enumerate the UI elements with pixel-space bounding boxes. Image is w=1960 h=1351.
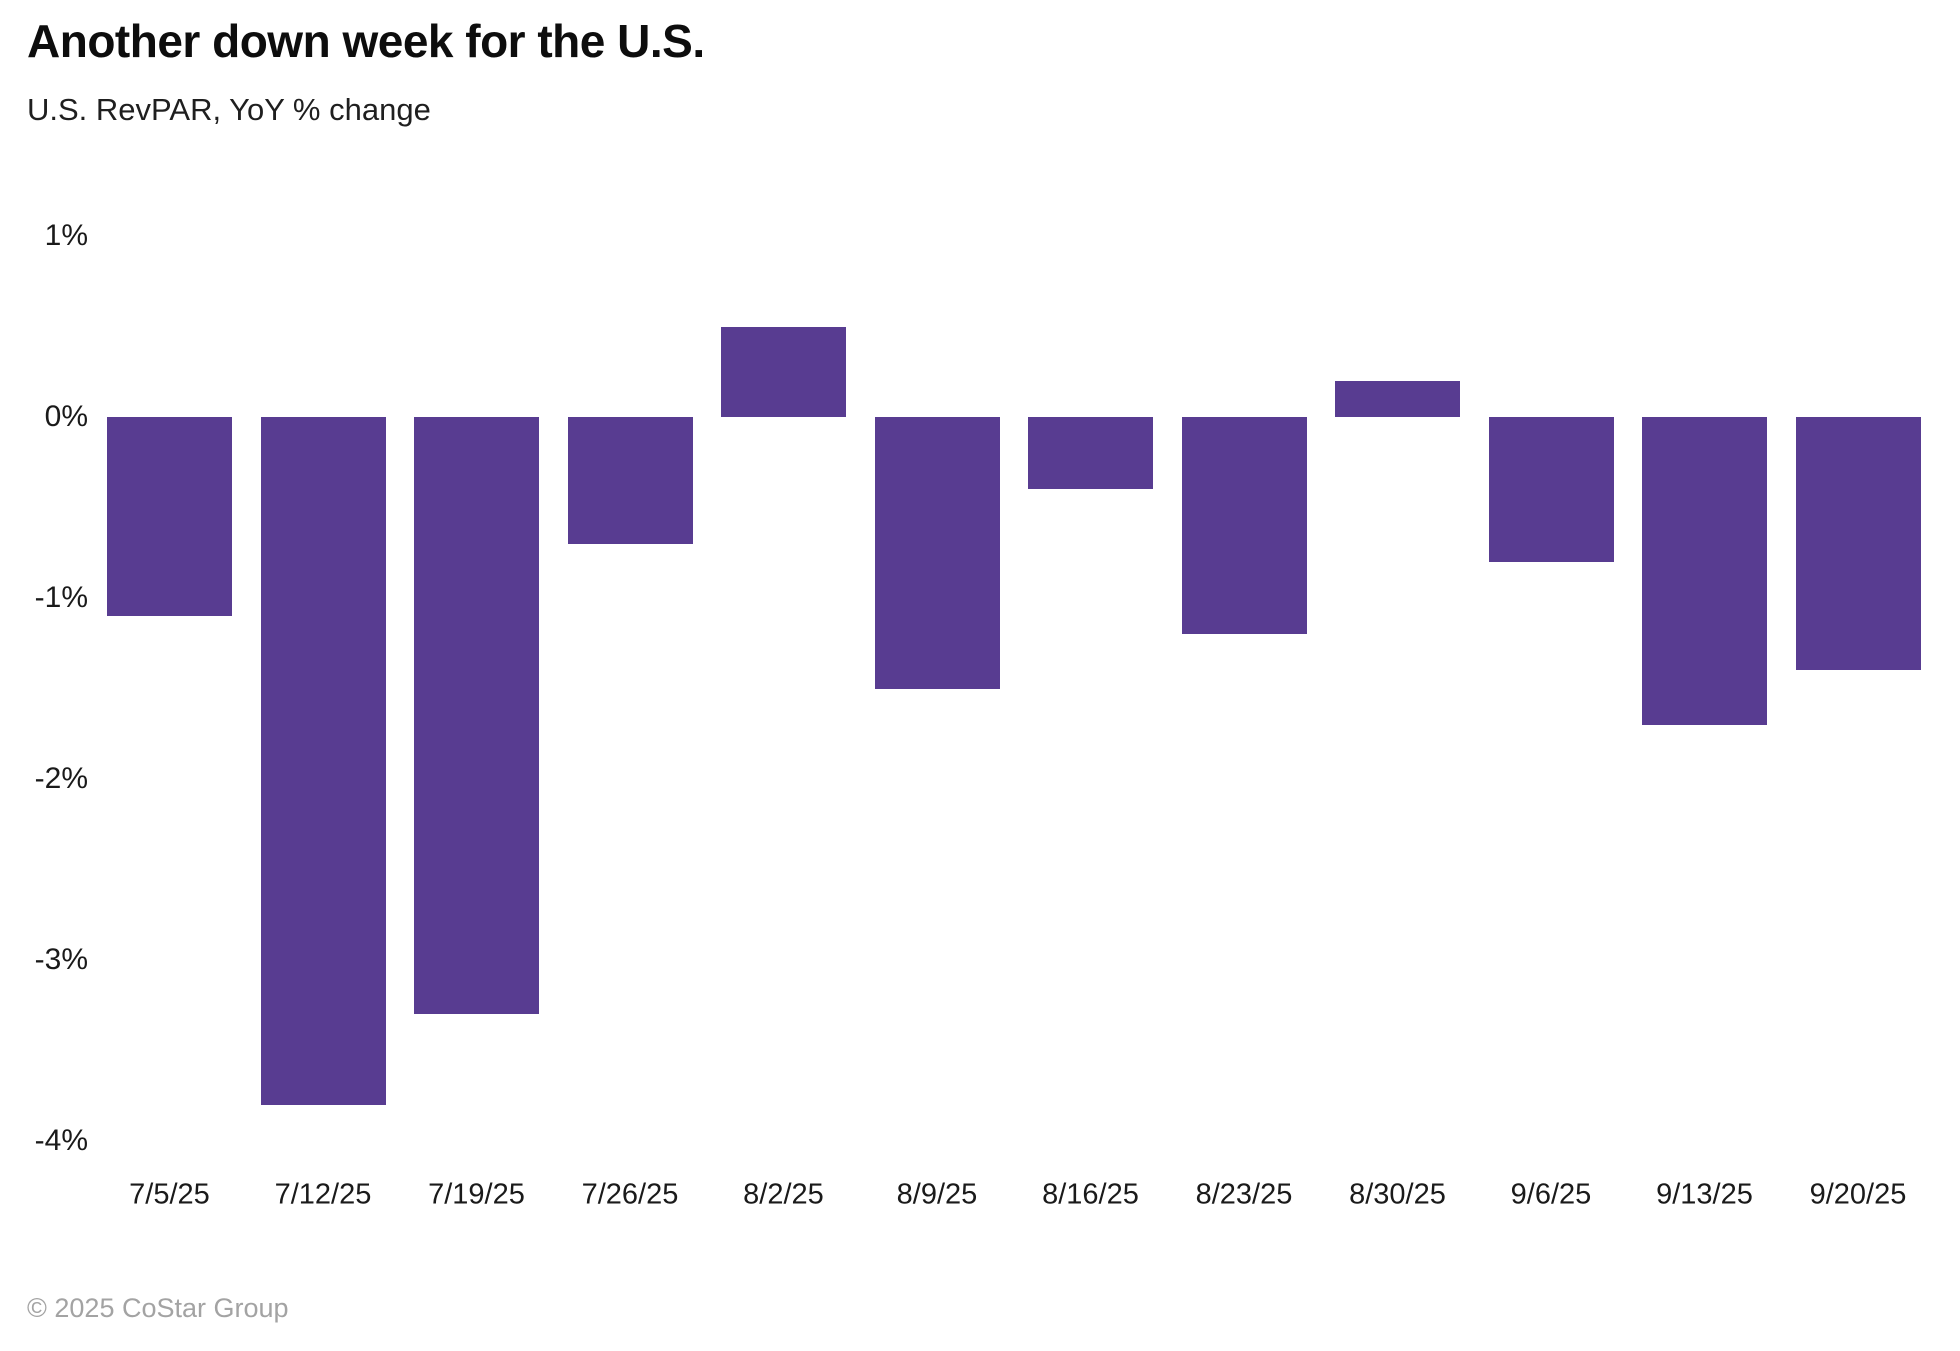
x-axis-label: 7/5/25 [129, 1178, 210, 1211]
chart-title: Another down week for the U.S. [27, 15, 705, 67]
bar-9/13/25 [1642, 417, 1767, 725]
x-axis-label: 7/19/25 [428, 1178, 525, 1211]
y-axis-tick-label: 0% [44, 400, 88, 433]
y-axis-tick-label: -3% [34, 943, 88, 976]
x-axis-label: 8/16/25 [1042, 1178, 1139, 1211]
x-axis-label: 9/6/25 [1510, 1178, 1592, 1211]
y-axis-tick-label: -4% [34, 1124, 88, 1157]
bar-8/23/25 [1181, 417, 1307, 635]
bar-7/26/25 [567, 417, 693, 544]
x-axis-label: 8/9/25 [896, 1178, 978, 1211]
bar-8/2/25 [721, 326, 846, 417]
chart-subtitle: U.S. RevPAR, YoY % change [27, 92, 431, 127]
bar-7/5/25 [107, 417, 232, 617]
bar-7/12/25 [260, 417, 386, 1105]
x-axis-label: 8/23/25 [1195, 1178, 1293, 1211]
x-axis-label: 8/30/25 [1349, 1178, 1446, 1211]
bar-8/16/25 [1028, 417, 1153, 490]
x-axis-label: 8/2/25 [743, 1178, 824, 1211]
copyright-text: © 2025 CoStar Group [27, 1293, 289, 1323]
bar-8/30/25 [1335, 380, 1460, 417]
bar-9/20/25 [1795, 417, 1921, 671]
bar-7/19/25 [414, 417, 539, 1015]
x-axis-label: 7/12/25 [274, 1178, 372, 1211]
x-axis-label: 9/20/25 [1809, 1178, 1907, 1211]
y-axis-tick-label: 1% [44, 219, 88, 252]
y-axis-tick-label: -2% [34, 762, 88, 795]
x-axis-label: 9/13/25 [1656, 1178, 1753, 1211]
y-axis-tick-label: -1% [34, 581, 88, 614]
bar-8/9/25 [874, 417, 1000, 689]
x-axis-label: 7/26/25 [581, 1178, 679, 1211]
bar-9/6/25 [1488, 417, 1614, 562]
